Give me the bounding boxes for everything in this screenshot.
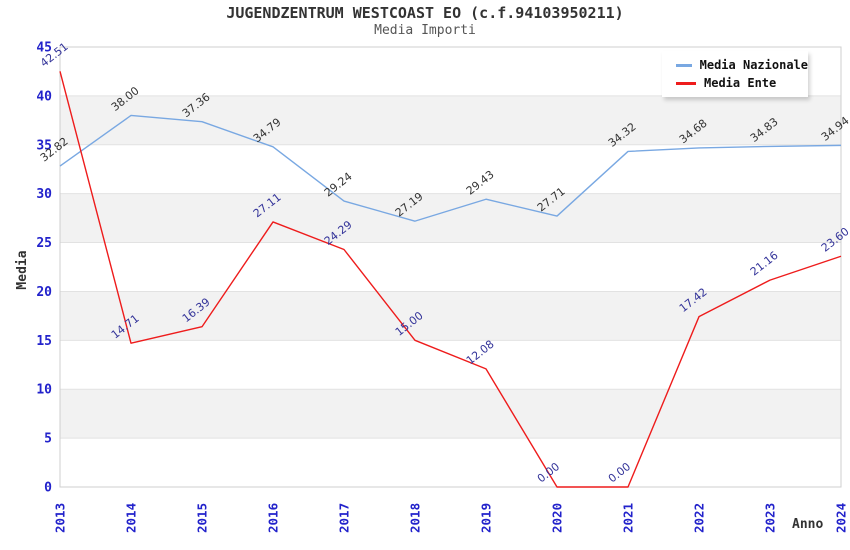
y-tick-label: 25 (36, 236, 52, 251)
x-tick-label: 2020 (550, 503, 565, 533)
x-tick-label: 2021 (621, 503, 636, 533)
y-tick-label: 0 (44, 481, 52, 496)
y-tick-label: 10 (36, 383, 52, 398)
data-label: 12.08 (464, 338, 497, 368)
y-tick-label: 40 (36, 89, 52, 104)
y-axis-title: Media (14, 250, 30, 290)
data-label: 29.43 (464, 168, 497, 198)
y-tick-label: 5 (44, 432, 52, 447)
x-tick-label: 2016 (266, 503, 281, 533)
plot-band (60, 291, 841, 341)
media-ente-line-swatch (676, 81, 696, 85)
y-tick-label: 45 (36, 41, 52, 56)
data-label: 0.00 (535, 460, 562, 485)
plot-band (60, 389, 841, 439)
legend-label-media-nazionale: Media Nazionale (699, 58, 808, 72)
chart-title: JUGENDZENTRUM WESTCOAST EO (c.f.94103950… (226, 4, 624, 22)
x-tick-label: 2023 (763, 503, 778, 533)
data-label: 21.16 (748, 249, 781, 279)
series-line-media-nazionale (59, 114, 842, 222)
legend-label-media-ente: Media Ente (704, 76, 777, 90)
legend-item-media-nazionale: Media Nazionale (676, 58, 808, 72)
plot-band (60, 95, 841, 145)
y-tick-label: 15 (36, 334, 52, 349)
plot-border (59, 46, 842, 488)
y-tick-label: 35 (36, 138, 52, 153)
x-tick-label: 2017 (337, 503, 352, 533)
x-tick-label: 2015 (195, 503, 210, 533)
y-tick-label: 30 (36, 187, 52, 202)
x-tick-label: 2019 (479, 503, 494, 533)
x-tick-label: 2013 (53, 503, 68, 533)
chart-subtitle: Media Importi (374, 23, 476, 38)
data-label: 0.00 (606, 460, 633, 485)
legend: Media Nazionale Media Ente (662, 51, 808, 97)
legend-item-media-ente: Media Ente (676, 76, 808, 90)
media-nazionale-line-swatch (676, 63, 692, 67)
x-tick-label: 2018 (408, 503, 423, 533)
x-tick-label: 2022 (692, 503, 707, 533)
series-line-media-ente (59, 71, 842, 488)
x-axis-title: Anno (792, 517, 824, 532)
x-tick-label: 2024 (834, 503, 849, 533)
x-tick-label: 2014 (124, 503, 139, 533)
y-tick-label: 20 (36, 285, 52, 300)
plot-band (60, 193, 841, 243)
